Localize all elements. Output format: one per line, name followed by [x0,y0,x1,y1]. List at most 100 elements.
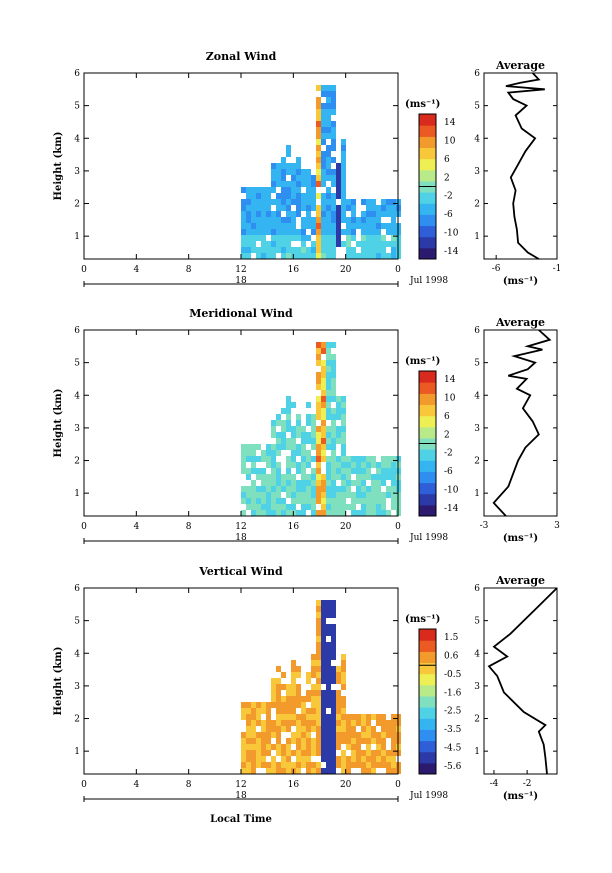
heatmap-cell [256,217,261,223]
heatmap-cell [291,181,296,187]
heatmap-cell [386,462,391,468]
heatmap-cell [291,708,296,714]
heatmap-cell [296,738,301,744]
heatmap-cell [336,702,341,708]
heatmap-cell [286,235,291,241]
heatmap-cell [251,486,256,492]
heatmap-cell [326,504,331,510]
heatmap-cell [331,744,336,750]
heatmap-cell [291,211,296,217]
heatmap-cell [316,438,321,444]
heatmap-cell [331,732,336,738]
heatmap-cell [361,217,366,223]
heatmap-cell [391,247,396,253]
heatmap-cell [356,223,361,229]
colorbar-swatch [419,471,436,484]
heatmap-cell [276,205,281,211]
heatmap-cell [251,732,256,738]
heatmap-cell [366,223,371,229]
panel-title: Meridional Wind [189,307,293,320]
heatmap-cell [386,762,391,768]
heatmap-cell [316,768,321,774]
colorbar-swatch [419,751,436,764]
heatmap-cell [376,510,381,516]
heatmap-cell [286,414,291,420]
heatmap-cell [246,768,251,774]
heatmap-cell [356,738,361,744]
heatmap-cell [346,247,351,253]
heatmap-cell [241,247,246,253]
heatmap-cell [366,474,371,480]
heatmap-cell [326,241,331,247]
heatmap-cell [286,456,291,462]
heatmap-cell [371,732,376,738]
heatmap-cell [241,510,246,516]
heatmap-cell [281,744,286,750]
heatmap-cell [326,348,331,354]
heatmap-cells [241,342,401,516]
heatmap-cell [306,708,311,714]
profile-x-tick-label: -2 [523,779,532,789]
heatmap-cell [261,726,266,732]
heatmap-cell [381,468,386,474]
heatmap-cell [326,498,331,504]
heatmap-cell [321,714,326,720]
heatmap-cell [276,690,281,696]
heatmap-cell [336,241,341,247]
colorbar-swatch [419,707,436,719]
heatmap-cell [336,187,341,193]
heatmap-cell [331,366,336,372]
heatmap-cell [276,708,281,714]
colorbar-tick-label: -1.6 [444,688,462,698]
heatmap-cell [316,474,321,480]
heatmap-cell [276,696,281,702]
heatmap-cell [261,229,266,235]
heatmap-cell [266,241,271,247]
heatmap-cell [321,648,326,654]
heatmap-cell [276,163,281,169]
heatmap-cell [371,738,376,744]
heatmap-cell [306,726,311,732]
heatmap-cell [326,480,331,486]
heatmap-cell [336,720,341,726]
heatmap-cell [341,768,346,774]
heatmap-cell [336,672,341,678]
heatmap-cell [331,612,336,618]
heatmap-cell [266,720,271,726]
profile-y-tick-label: 1 [474,232,480,242]
heatmap-cell [326,720,331,726]
heatmap-cell [311,690,316,696]
heatmap-cell [326,408,331,414]
heatmap-cell [331,103,336,109]
heatmap-cell [286,720,291,726]
heatmap-cell [331,444,336,450]
heatmap-cell [316,121,321,127]
heatmap-cell [331,462,336,468]
heatmap-cell [316,85,321,91]
heatmap-cell [326,169,331,175]
x-tick-label: 8 [186,780,192,790]
heatmap-cell [256,504,261,510]
heatmap-cell [341,205,346,211]
heatmap-cell [316,217,321,223]
heatmap-cell [256,720,261,726]
heatmap-cell [276,444,281,450]
heatmap-cell [351,462,356,468]
heatmap-cell [356,474,361,480]
heatmap-cell [261,498,266,504]
heatmap-cell [241,450,246,456]
heatmap-cell [341,708,346,714]
heatmap-cell [291,750,296,756]
heatmap-cell [296,744,301,750]
heatmap-cell [336,726,341,732]
heatmap-cell [261,223,266,229]
heatmap-cell [256,738,261,744]
heatmap-cell [351,492,356,498]
colorbar-swatch [419,460,436,472]
heatmap-cell [341,396,346,402]
heatmap-cell [346,756,351,762]
heatmap-cell [376,462,381,468]
heatmap-cell [386,229,391,235]
colorbar-tick-label: -6 [444,467,453,477]
heatmap-cell [321,738,326,744]
